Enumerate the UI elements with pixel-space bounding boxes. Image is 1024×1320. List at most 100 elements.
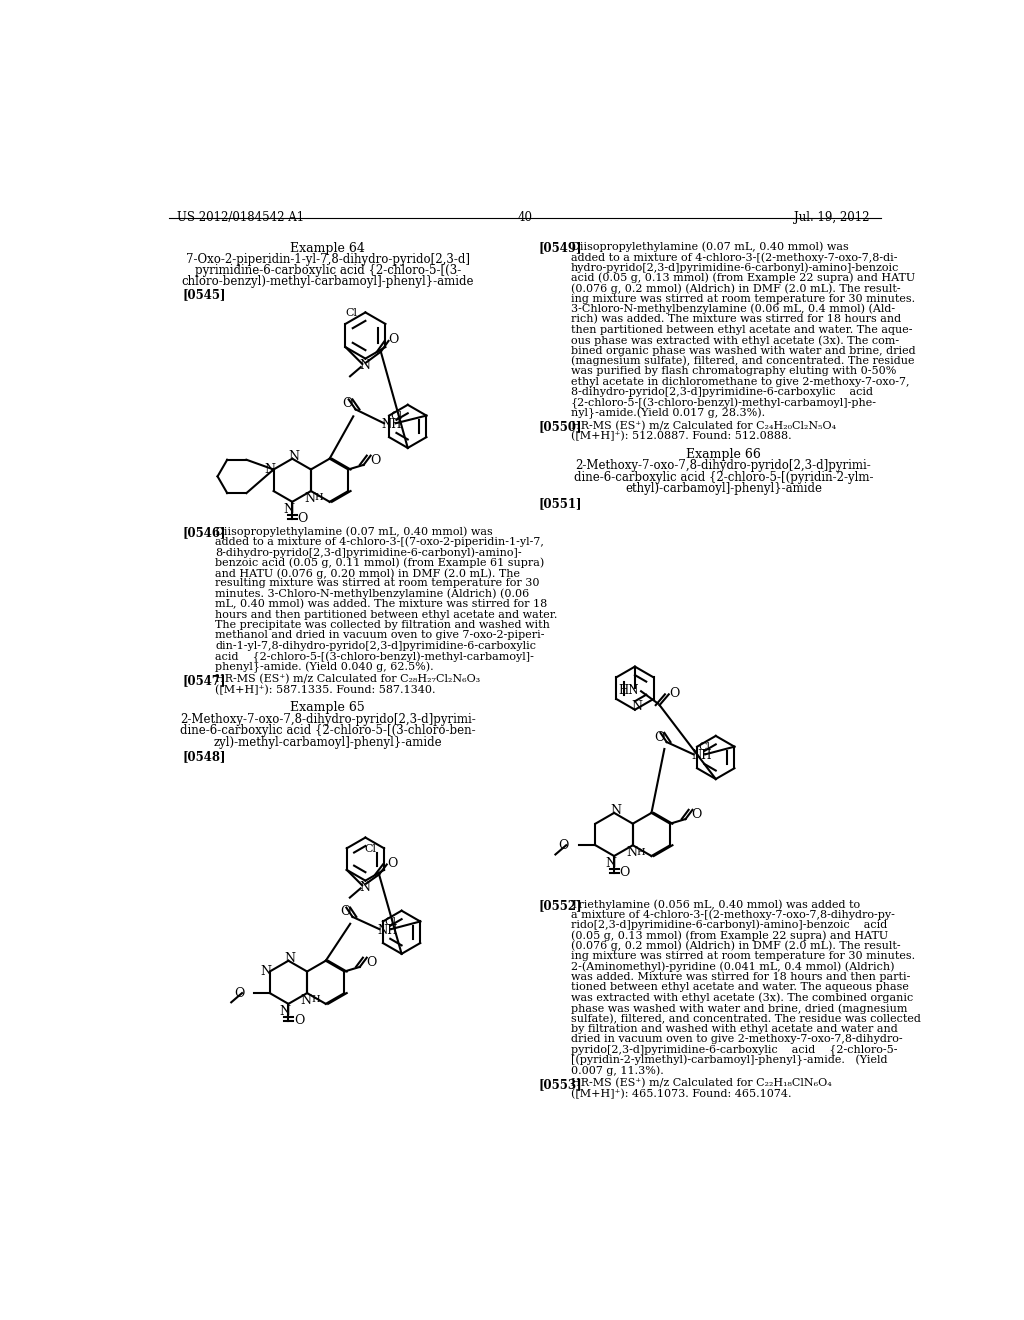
Text: N: N (631, 701, 642, 714)
Text: Cl: Cl (698, 742, 711, 752)
Text: N: N (264, 462, 275, 475)
Text: N: N (285, 952, 296, 965)
Text: ([M+H]⁺): 512.0887. Found: 512.0888.: ([M+H]⁺): 512.0887. Found: 512.0888. (571, 430, 792, 441)
Text: mL, 0.40 mmol) was added. The mixture was stirred for 18: mL, 0.40 mmol) was added. The mixture wa… (215, 599, 548, 610)
Text: nyl}-amide.(Yield 0.017 g, 28.3%).: nyl}-amide.(Yield 0.017 g, 28.3%). (571, 408, 765, 420)
Text: Example 64: Example 64 (290, 242, 366, 255)
Text: H: H (637, 847, 645, 857)
Text: ing mixture was stirred at room temperature for 30 minutes.: ing mixture was stirred at room temperat… (571, 293, 915, 304)
Text: benzoic acid (0.05 g, 0.11 mmol) (from Example 61 supra): benzoic acid (0.05 g, 0.11 mmol) (from E… (215, 557, 545, 568)
Text: 2-Methoxy-7-oxo-7,8-dihydro-pyrido[2,3-d]pyrimi-: 2-Methoxy-7-oxo-7,8-dihydro-pyrido[2,3-d… (180, 713, 475, 726)
Text: NH: NH (382, 418, 402, 430)
Text: 8-dihydro-pyrido[2,3-d]pyrimidine-6-carbonyl)-amino]-: 8-dihydro-pyrido[2,3-d]pyrimidine-6-carb… (215, 548, 522, 558)
Text: Example 65: Example 65 (291, 701, 365, 714)
Text: {2-chloro-5-[(3-chloro-benzyl)-methyl-carbamoyl]-phe-: {2-chloro-5-[(3-chloro-benzyl)-methyl-ca… (571, 397, 877, 409)
Text: Diisopropylethylamine (0.07 mL, 0.40 mmol) was: Diisopropylethylamine (0.07 mL, 0.40 mmo… (571, 242, 849, 252)
Text: N: N (289, 450, 299, 463)
Text: acid (0.05 g, 0.13 mmol) (from Example 22 supra) and HATU: acid (0.05 g, 0.13 mmol) (from Example 2… (571, 273, 915, 284)
Text: HN: HN (617, 684, 639, 697)
Text: O: O (298, 512, 308, 525)
Text: ing mixture was stirred at room temperature for 30 minutes.: ing mixture was stirred at room temperat… (571, 952, 915, 961)
Text: O: O (342, 397, 353, 411)
Text: added to a mixture of 4-chloro-3-[(7-oxo-2-piperidin-1-yl-7,: added to a mixture of 4-chloro-3-[(7-oxo… (215, 537, 544, 548)
Text: by filtration and washed with ethyl acetate and water and: by filtration and washed with ethyl acet… (571, 1024, 898, 1034)
Text: O: O (388, 333, 399, 346)
Text: Cl: Cl (384, 917, 396, 927)
Text: HR-MS (ES⁺) m/z Calculated for C₂₂H₁₈ClN₆O₄: HR-MS (ES⁺) m/z Calculated for C₂₂H₁₈ClN… (571, 1078, 831, 1089)
Text: hours and then partitioned between ethyl acetate and water.: hours and then partitioned between ethyl… (215, 610, 558, 619)
Text: phase was washed with water and brine, dried (magnesium: phase was washed with water and brine, d… (571, 1003, 907, 1014)
Text: dine-6-carboxylic acid {2-chloro-5-[(pyridin-2-ylm-: dine-6-carboxylic acid {2-chloro-5-[(pyr… (573, 471, 873, 483)
Text: Diisopropylethylamine (0.07 mL, 0.40 mmol) was: Diisopropylethylamine (0.07 mL, 0.40 mmo… (215, 527, 493, 537)
Text: Jul. 19, 2012: Jul. 19, 2012 (795, 211, 869, 224)
Text: Example 66: Example 66 (686, 447, 761, 461)
Text: N: N (300, 994, 311, 1007)
Text: methanol and dried in vacuum oven to give 7-oxo-2-piperi-: methanol and dried in vacuum oven to giv… (215, 631, 545, 640)
Text: [0548]: [0548] (183, 751, 226, 763)
Text: was added. Mixture was stirred for 18 hours and then parti-: was added. Mixture was stirred for 18 ho… (571, 972, 910, 982)
Text: N: N (280, 1005, 290, 1018)
Text: O: O (669, 686, 679, 700)
Text: added to a mixture of 4-chloro-3-[(2-methoxy-7-oxo-7,8-di-: added to a mixture of 4-chloro-3-[(2-met… (571, 252, 897, 263)
Text: O: O (340, 906, 350, 919)
Text: sulfate), filtered, and concentrated. The residue was collected: sulfate), filtered, and concentrated. Th… (571, 1014, 921, 1024)
Text: dried in vacuum oven to give 2-methoxy-7-oxo-7,8-dihydro-: dried in vacuum oven to give 2-methoxy-7… (571, 1035, 902, 1044)
Text: N: N (260, 965, 271, 978)
Text: H: H (314, 494, 324, 503)
Text: [0551]: [0551] (539, 496, 583, 510)
Text: (0.05 g, 0.13 mmol) (from Example 22 supra) and HATU: (0.05 g, 0.13 mmol) (from Example 22 sup… (571, 931, 888, 941)
Text: bined organic phase was washed with water and brine, dried: bined organic phase was washed with wate… (571, 346, 915, 355)
Text: [(pyridin-2-ylmethyl)-carbamoyl]-phenyl}-amide.   (Yield: [(pyridin-2-ylmethyl)-carbamoyl]-phenyl}… (571, 1055, 888, 1067)
Text: rich) was added. The mixture was stirred for 18 hours and: rich) was added. The mixture was stirred… (571, 314, 901, 325)
Text: O: O (558, 840, 569, 853)
Text: 8-dihydro-pyrido[2,3-d]pyrimidine-6-carboxylic    acid: 8-dihydro-pyrido[2,3-d]pyrimidine-6-carb… (571, 387, 873, 397)
Text: O: O (654, 730, 665, 743)
Text: [0549]: [0549] (539, 242, 583, 255)
Text: H: H (311, 995, 319, 1005)
Text: N: N (605, 857, 615, 870)
Text: tioned between ethyl acetate and water. The aqueous phase: tioned between ethyl acetate and water. … (571, 982, 909, 993)
Text: O: O (294, 1014, 304, 1027)
Text: was purified by flash chromatography eluting with 0-50%: was purified by flash chromatography elu… (571, 367, 896, 376)
Text: O: O (620, 866, 630, 879)
Text: N: N (359, 359, 371, 372)
Text: [0550]: [0550] (539, 421, 583, 433)
Text: N: N (359, 880, 370, 894)
Text: ethyl acetate in dichloromethane to give 2-methoxy-7-oxo-7,: ethyl acetate in dichloromethane to give… (571, 376, 909, 387)
Text: The precipitate was collected by filtration and washed with: The precipitate was collected by filtrat… (215, 620, 550, 630)
Text: [0547]: [0547] (183, 675, 226, 688)
Text: O: O (387, 857, 397, 870)
Text: pyrido[2,3-d]pyrimidine-6-carboxylic    acid    {2-chloro-5-: pyrido[2,3-d]pyrimidine-6-carboxylic aci… (571, 1044, 897, 1056)
Text: ous phase was extracted with ethyl acetate (3x). The com-: ous phase was extracted with ethyl aceta… (571, 335, 899, 346)
Text: Cl: Cl (345, 308, 357, 318)
Text: N: N (283, 503, 294, 516)
Text: (0.076 g, 0.2 mmol) (Aldrich) in DMF (2.0 mL). The result-: (0.076 g, 0.2 mmol) (Aldrich) in DMF (2.… (571, 284, 901, 294)
Text: then partitioned between ethyl acetate and water. The aque-: then partitioned between ethyl acetate a… (571, 325, 912, 335)
Text: 40: 40 (517, 211, 532, 224)
Text: 2-Methoxy-7-oxo-7,8-dihydro-pyrido[2,3-d]pyrimi-: 2-Methoxy-7-oxo-7,8-dihydro-pyrido[2,3-d… (575, 459, 871, 473)
Text: hydro-pyrido[2,3-d]pyrimidine-6-carbonyl)-amino]-benzoic: hydro-pyrido[2,3-d]pyrimidine-6-carbonyl… (571, 263, 899, 273)
Text: Cl: Cl (365, 843, 376, 854)
Text: 2-(Aminomethyl)-pyridine (0.041 mL, 0.4 mmol) (Aldrich): 2-(Aminomethyl)-pyridine (0.041 mL, 0.4 … (571, 961, 895, 972)
Text: O: O (366, 956, 377, 969)
Text: zyl)-methyl-carbamoyl]-phenyl}-amide: zyl)-methyl-carbamoyl]-phenyl}-amide (213, 737, 442, 748)
Text: din-1-yl-7,8-dihydro-pyrido[2,3-d]pyrimidine-6-carboxylic: din-1-yl-7,8-dihydro-pyrido[2,3-d]pyrimi… (215, 640, 537, 651)
Text: O: O (691, 808, 702, 821)
Text: NH: NH (691, 748, 712, 762)
Text: dine-6-carboxylic acid {2-chloro-5-[(3-chloro-ben-: dine-6-carboxylic acid {2-chloro-5-[(3-c… (180, 725, 475, 738)
Text: (0.076 g, 0.2 mmol) (Aldrich) in DMF (2.0 mL). The result-: (0.076 g, 0.2 mmol) (Aldrich) in DMF (2.… (571, 941, 901, 952)
Text: ethyl)-carbamoyl]-phenyl}-amide: ethyl)-carbamoyl]-phenyl}-amide (625, 482, 822, 495)
Text: NH: NH (377, 924, 397, 937)
Text: [0553]: [0553] (539, 1078, 583, 1092)
Text: US 2012/0184542 A1: US 2012/0184542 A1 (177, 211, 304, 224)
Text: HR-MS (ES⁺) m/z Calculated for C₂₈H₂₇Cl₂N₆O₃: HR-MS (ES⁺) m/z Calculated for C₂₈H₂₇Cl₂… (215, 675, 480, 685)
Text: HR-MS (ES⁺) m/z Calculated for C₂₄H₂₀Cl₂N₅O₄: HR-MS (ES⁺) m/z Calculated for C₂₄H₂₀Cl₂… (571, 421, 837, 430)
Text: 3-Chloro-N-methylbenzylamine (0.06 mL, 0.4 mmol) (Ald-: 3-Chloro-N-methylbenzylamine (0.06 mL, 0… (571, 304, 895, 314)
Text: phenyl}-amide. (Yield 0.040 g, 62.5%).: phenyl}-amide. (Yield 0.040 g, 62.5%). (215, 661, 434, 673)
Text: ([M+H]⁺): 587.1335. Found: 587.1340.: ([M+H]⁺): 587.1335. Found: 587.1340. (215, 685, 436, 696)
Text: Triethylamine (0.056 mL, 0.40 mmol) was added to: Triethylamine (0.056 mL, 0.40 mmol) was … (571, 899, 860, 909)
Text: ([M+H]⁺): 465.1073. Found: 465.1074.: ([M+H]⁺): 465.1073. Found: 465.1074. (571, 1089, 792, 1100)
Text: minutes. 3-Chloro-N-methylbenzylamine (Aldrich) (0.06: minutes. 3-Chloro-N-methylbenzylamine (A… (215, 589, 529, 599)
Text: N: N (304, 492, 315, 504)
Text: O: O (370, 454, 380, 467)
